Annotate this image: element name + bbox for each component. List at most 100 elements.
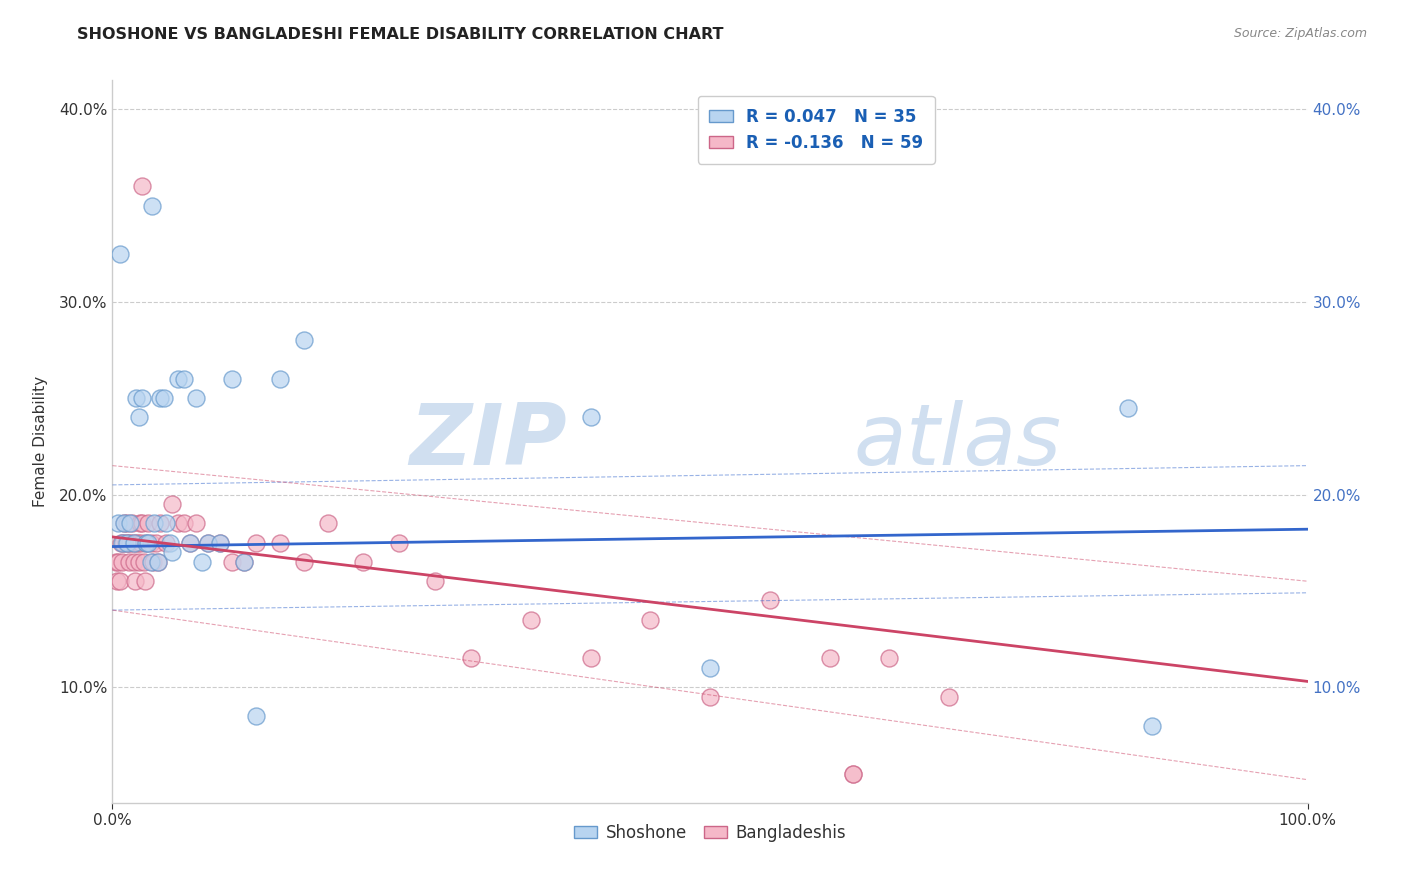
Point [759,593,782,607]
Point [117,535,139,549]
Point [167,372,190,386]
Point [159,535,181,549]
Point [699,690,721,704]
Point [145,535,167,549]
Point [135,535,157,549]
Point [879,651,901,665]
Point [139,555,162,569]
Point [124,574,146,589]
Point [640,613,662,627]
Point [115,535,138,549]
Point [197,535,219,549]
Point [114,516,135,531]
Point [233,555,256,569]
Point [127,535,149,549]
Point [179,535,201,549]
Point [209,535,232,549]
Point [520,613,543,627]
Point [938,690,960,704]
Point [142,555,165,569]
Point [143,516,166,531]
Point [292,334,315,348]
Point [162,545,183,559]
Point [155,535,177,549]
Point [197,535,219,549]
Point [110,535,132,549]
Point [121,516,143,531]
Point [135,535,157,549]
Point [146,555,169,569]
Point [121,535,143,549]
Point [245,709,267,723]
Point [842,767,865,781]
Point [579,651,602,665]
Point [120,535,142,549]
Point [162,497,183,511]
Point [134,574,156,589]
Point [221,372,243,386]
Point [120,516,142,531]
Point [269,372,291,386]
Point [352,555,374,569]
Point [131,179,153,194]
Point [316,516,339,531]
Point [460,651,482,665]
Point [579,410,602,425]
Point [115,516,138,531]
Text: atlas: atlas [853,400,1062,483]
Point [173,372,195,386]
Point [186,391,208,405]
Point [114,516,135,531]
Point [108,246,131,260]
Point [842,767,865,781]
Point [139,535,162,549]
Point [818,651,841,665]
Point [118,555,141,569]
Point [149,516,172,531]
Point [167,516,190,531]
Point [131,516,153,531]
Point [269,535,291,549]
Point [131,391,153,405]
Point [153,391,176,405]
Point [111,555,134,569]
Point [138,516,160,531]
Point [107,555,129,569]
Point [128,555,150,569]
Point [129,535,152,549]
Point [245,535,267,549]
Point [112,535,135,549]
Point [141,198,163,212]
Point [107,516,129,531]
Point [105,555,128,569]
Point [179,535,201,549]
Legend: Shoshone, Bangladeshis: Shoshone, Bangladeshis [568,817,852,848]
Point [125,535,148,549]
Point [146,555,169,569]
Point [108,574,131,589]
Point [138,535,160,549]
Point [191,555,214,569]
Point [233,555,256,569]
Point [699,661,721,675]
Point [132,555,155,569]
Point [388,535,411,549]
Point [122,555,145,569]
Point [111,535,134,549]
Text: ZIP: ZIP [409,400,567,483]
Point [292,555,315,569]
Y-axis label: Female Disability: Female Disability [32,376,48,508]
Text: SHOSHONE VS BANGLADESHI FEMALE DISABILITY CORRELATION CHART: SHOSHONE VS BANGLADESHI FEMALE DISABILIT… [77,27,724,42]
Point [173,516,195,531]
Point [129,516,152,531]
Point [128,410,150,425]
Point [125,391,148,405]
Point [1118,401,1140,415]
Point [1142,719,1164,733]
Point [155,516,177,531]
Text: Source: ZipAtlas.com: Source: ZipAtlas.com [1233,27,1367,40]
Point [425,574,447,589]
Point [209,535,232,549]
Point [105,574,128,589]
Point [114,535,136,549]
